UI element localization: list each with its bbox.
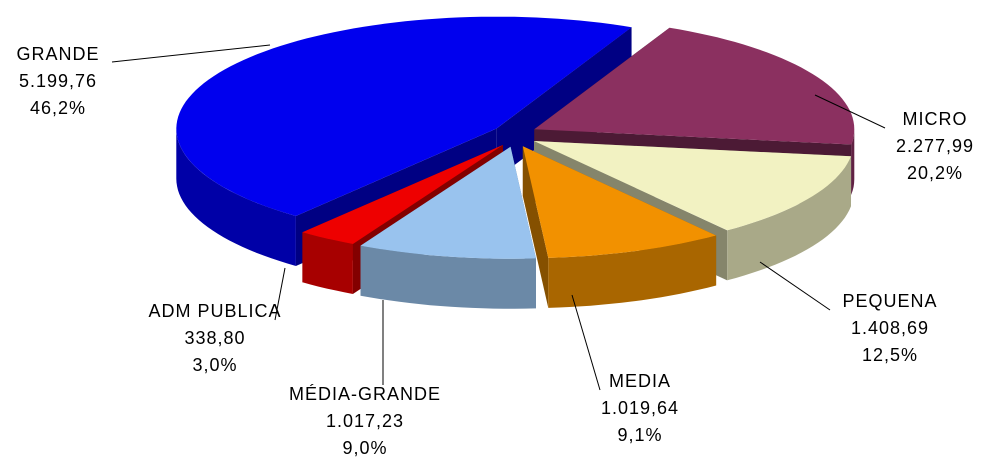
leader-line xyxy=(111,44,271,63)
category-label: MÉDIA-GRANDE xyxy=(289,384,441,404)
slice-top xyxy=(302,145,503,244)
category-label: ADM PUBLICA xyxy=(148,301,281,321)
category-label: GRANDE xyxy=(16,44,99,64)
percent-label: 9,1% xyxy=(617,425,662,445)
category-label: MICRO xyxy=(903,109,968,129)
percent-label: 20,2% xyxy=(907,163,963,183)
slice-side xyxy=(522,146,549,308)
slice-top xyxy=(533,141,851,231)
percent-label: 12,5% xyxy=(862,345,918,365)
leader-line xyxy=(274,267,286,321)
leader-line xyxy=(814,94,886,129)
slice-top xyxy=(522,146,717,258)
slice-wall xyxy=(176,128,296,266)
slice xyxy=(360,146,536,309)
percent-label: 3,0% xyxy=(192,355,237,375)
category-label: MEDIA xyxy=(609,371,671,391)
percent-label: 9,0% xyxy=(342,438,387,458)
category-label: PEQUENA xyxy=(842,291,937,311)
slice-side xyxy=(496,27,632,179)
leader-line xyxy=(759,261,831,311)
slice-top xyxy=(176,16,632,217)
value-label: 5.199,76 xyxy=(19,71,97,91)
slice-wall xyxy=(727,156,851,281)
slice-top xyxy=(534,27,855,145)
slice-wall xyxy=(302,232,353,294)
slice-top xyxy=(360,146,536,259)
slice-wall xyxy=(548,235,717,308)
slice-wall xyxy=(360,245,536,309)
value-label: 1.017,23 xyxy=(326,411,404,431)
value-label: 1.019,64 xyxy=(601,398,679,418)
value-label: 338,80 xyxy=(184,328,245,348)
leader-line xyxy=(571,294,601,391)
value-label: 1.408,69 xyxy=(851,318,929,338)
value-label: 2.277,99 xyxy=(896,136,974,156)
percent-label: 46,2% xyxy=(30,98,86,118)
slice xyxy=(522,146,717,308)
slice-wall xyxy=(851,129,855,195)
